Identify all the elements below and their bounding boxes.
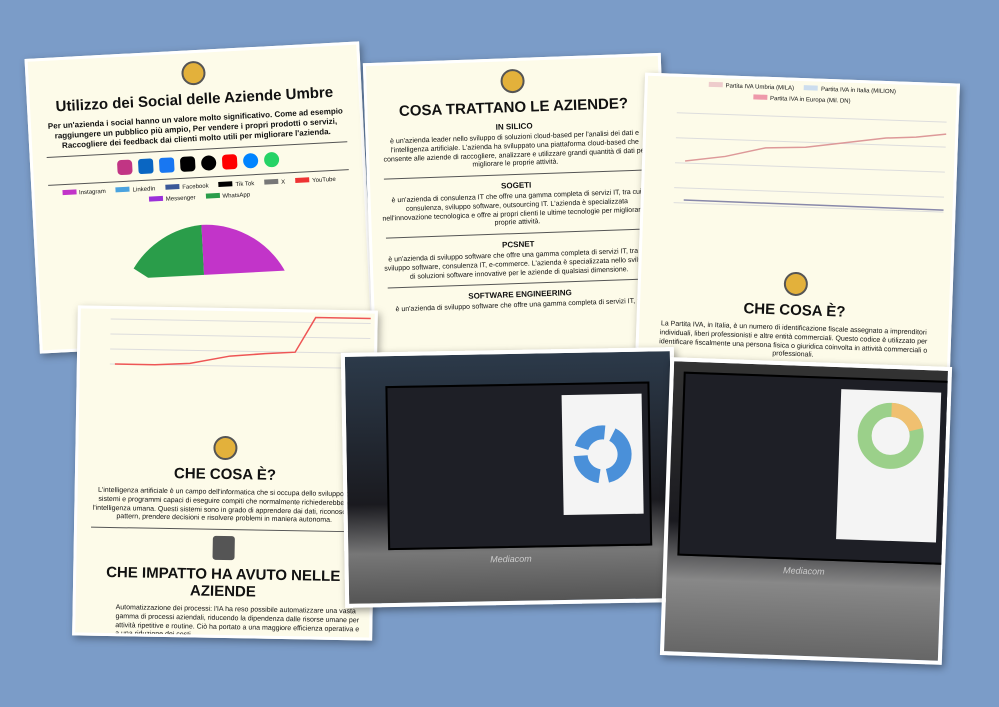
screen — [677, 371, 950, 565]
sections: IN SILICO è un'azienda leader nello svilu… — [368, 117, 666, 316]
screen — [385, 381, 653, 551]
legend-item: WhatsApp — [205, 191, 250, 200]
line-chart — [109, 316, 371, 370]
logo — [782, 271, 808, 297]
legend-item: Messenger — [149, 194, 196, 203]
card-title: CHE COSA È? — [743, 300, 846, 321]
company-text: è un'azienda leader nello sviluppo di so… — [383, 129, 647, 169]
legend-item: Facebook — [165, 183, 209, 192]
card-title: COSA TRATTANO LE AZIENDE? — [398, 95, 629, 121]
legend-item: X — [264, 178, 285, 186]
company-text: è un'azienda di sviluppo software che of… — [384, 247, 654, 281]
brand: Mediacom — [782, 565, 825, 577]
ai-card: CHE COSA È? L'intelligenza artificiale è… — [72, 305, 378, 641]
pie — [133, 224, 290, 315]
logo — [213, 435, 238, 461]
logo — [180, 60, 206, 86]
laptop-photo: Mediacom — [659, 357, 953, 665]
legend-item: Instagram — [62, 188, 106, 197]
impact-icon — [212, 535, 235, 561]
social-card: Utilizzo dei Social delle Aziende Umbre … — [24, 41, 375, 354]
legend-item: LinkedIn — [116, 185, 156, 194]
section-title: CHE IMPATTO HA AVUTO NELLE AZIENDE — [106, 563, 341, 601]
legend-item: YouTube — [295, 176, 336, 185]
line-chart — [673, 112, 947, 213]
brand: Mediacom — [490, 553, 532, 565]
card-text: L'intelligenza artificiale è un campo de… — [92, 486, 357, 525]
companies-card: COSA TRATTANO LE AZIENDE? IN SILICO è un'… — [362, 52, 672, 364]
logo — [500, 68, 525, 94]
legend-item: Partita IVA in Italia (MILION) — [804, 85, 896, 96]
laptop-photo: Mediacom — [340, 347, 679, 608]
bullet: Automatizzazione dei processi: l'IA ha r… — [115, 604, 360, 639]
vat-card: Partita IVA Umbria (MILA) Partita IVA in … — [635, 72, 960, 374]
social-icons — [39, 148, 356, 180]
legend-item: Partita IVA Umbria (MILA) — [708, 82, 794, 91]
card-title: CHE COSA È? — [173, 465, 277, 484]
company-text: è un'azienda di consulenza IT che offre … — [382, 188, 653, 228]
legend-item: Tik Tok — [218, 180, 254, 189]
legend-item: Partita IVA in Europa (Mil. DN) — [753, 94, 851, 105]
